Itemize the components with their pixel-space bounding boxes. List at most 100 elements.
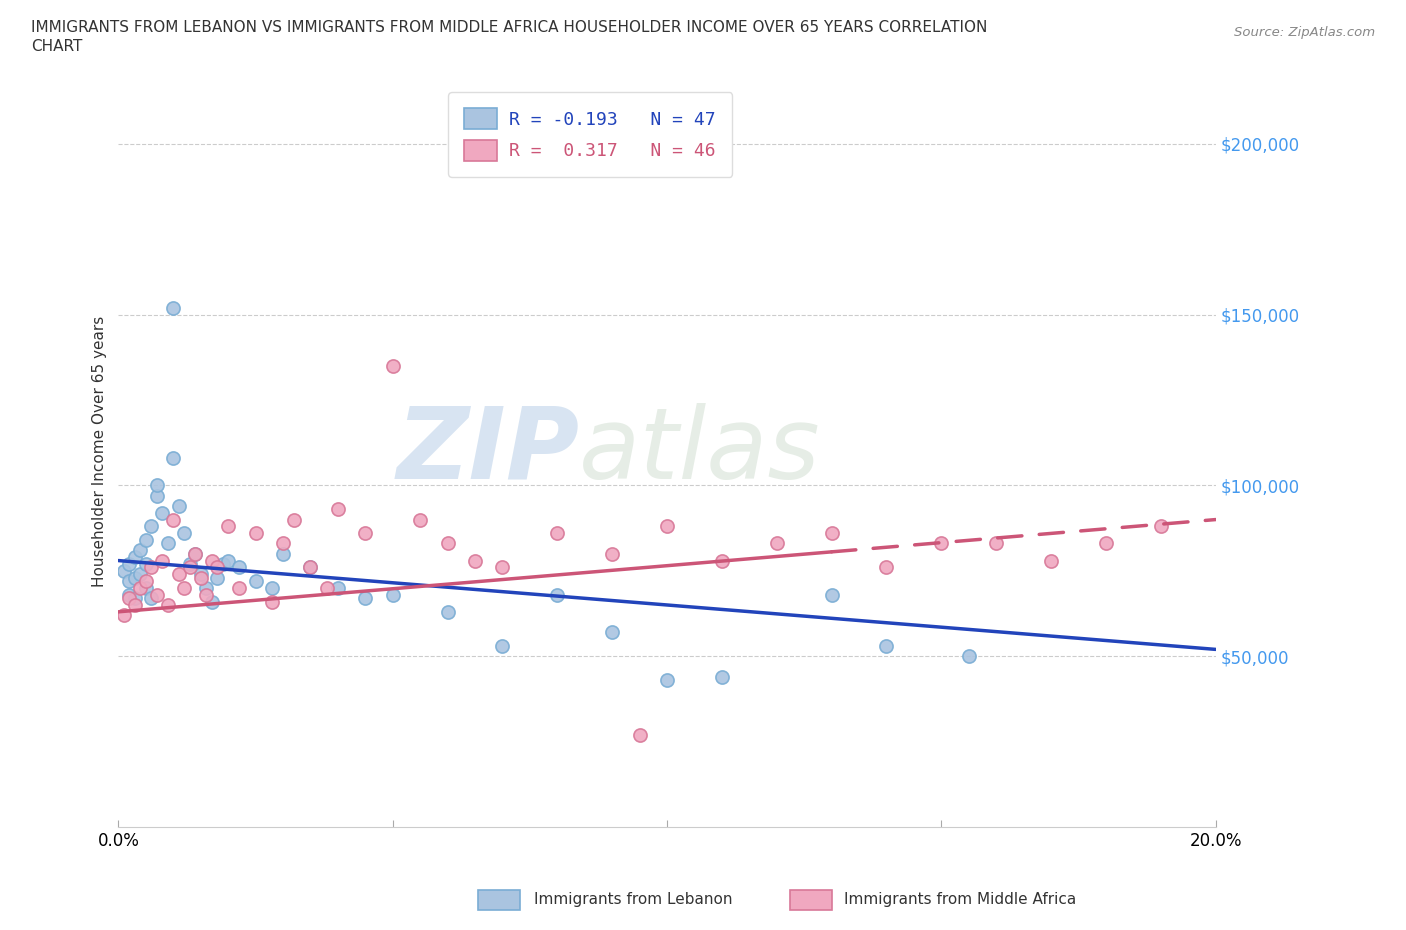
Point (195, 580, 218, 595)
Point (156, 598, 179, 613)
Point (179, 556, 201, 571)
Point (820, 525, 842, 540)
Point (546, 587, 568, 602)
Point (205, 560, 228, 575)
Point (271, 536, 294, 551)
Point (141, 560, 163, 575)
Point (118, 591, 141, 605)
Point (326, 580, 349, 595)
Point (167, 498, 190, 513)
Point (354, 591, 377, 605)
Point (173, 525, 195, 540)
Text: Immigrants from Middle Africa: Immigrants from Middle Africa (844, 892, 1076, 907)
Point (245, 525, 267, 540)
Point (118, 574, 141, 589)
Point (201, 594, 224, 609)
Point (271, 546, 294, 561)
Point (190, 570, 212, 585)
Point (129, 566, 152, 581)
Text: IMMIGRANTS FROM LEBANON VS IMMIGRANTS FROM MIDDLE AFRICA HOUSEHOLDER INCOME OVER: IMMIGRANTS FROM LEBANON VS IMMIGRANTS FR… (31, 20, 987, 35)
Point (820, 587, 842, 602)
Point (491, 639, 513, 654)
Point (129, 543, 152, 558)
Point (765, 536, 787, 551)
Point (173, 580, 195, 595)
Point (146, 478, 169, 493)
Point (228, 580, 250, 595)
Point (162, 300, 184, 315)
Point (710, 553, 733, 568)
Point (118, 556, 141, 571)
Point (228, 560, 250, 575)
Point (201, 553, 224, 568)
Point (124, 550, 146, 565)
Text: ZIP: ZIP (396, 403, 579, 499)
Point (875, 639, 897, 654)
Point (245, 574, 267, 589)
Point (124, 570, 146, 585)
Point (546, 525, 568, 540)
Text: Immigrants from Lebanon: Immigrants from Lebanon (534, 892, 733, 907)
Point (436, 604, 458, 619)
Point (150, 553, 173, 568)
Point (491, 560, 513, 575)
Point (150, 505, 173, 520)
Point (118, 587, 141, 602)
Point (112, 564, 135, 578)
Point (299, 560, 322, 575)
Point (326, 502, 349, 517)
Point (354, 525, 377, 540)
Point (986, 536, 1008, 551)
Point (283, 512, 305, 527)
Text: atlas: atlas (579, 403, 821, 499)
Point (146, 488, 169, 503)
Point (464, 553, 486, 568)
Point (135, 580, 157, 595)
Point (124, 598, 146, 613)
Point (381, 358, 404, 373)
Point (184, 546, 207, 561)
Point (600, 625, 623, 640)
Point (190, 566, 212, 581)
Point (260, 580, 283, 595)
Point (710, 670, 733, 684)
Point (211, 556, 233, 571)
Point (316, 580, 339, 595)
Point (184, 546, 207, 561)
Legend: R = -0.193   N = 47, R =  0.317   N = 46: R = -0.193 N = 47, R = 0.317 N = 46 (449, 92, 733, 177)
Point (146, 587, 169, 602)
Text: CHART: CHART (31, 39, 83, 54)
Point (436, 536, 458, 551)
Point (124, 591, 146, 605)
Point (135, 574, 157, 589)
Point (655, 672, 678, 687)
Point (655, 519, 678, 534)
Point (381, 587, 404, 602)
Point (931, 536, 953, 551)
Point (167, 566, 190, 581)
Point (135, 556, 157, 571)
Point (179, 560, 201, 575)
Point (875, 560, 897, 575)
Point (135, 533, 157, 548)
Point (205, 570, 228, 585)
Point (141, 519, 163, 534)
Point (141, 591, 163, 605)
Point (1095, 536, 1118, 551)
Point (299, 560, 322, 575)
Point (129, 580, 152, 595)
Point (162, 451, 184, 466)
Point (162, 512, 184, 527)
Point (409, 512, 432, 527)
Point (156, 536, 179, 551)
Point (1040, 553, 1063, 568)
Point (112, 608, 135, 623)
Point (195, 587, 218, 602)
Text: Source: ZipAtlas.com: Source: ZipAtlas.com (1234, 26, 1375, 39)
Point (217, 519, 239, 534)
Point (628, 727, 651, 742)
Point (260, 594, 283, 609)
Y-axis label: Householder Income Over 65 years: Householder Income Over 65 years (93, 315, 107, 587)
Point (600, 546, 623, 561)
Point (957, 649, 980, 664)
